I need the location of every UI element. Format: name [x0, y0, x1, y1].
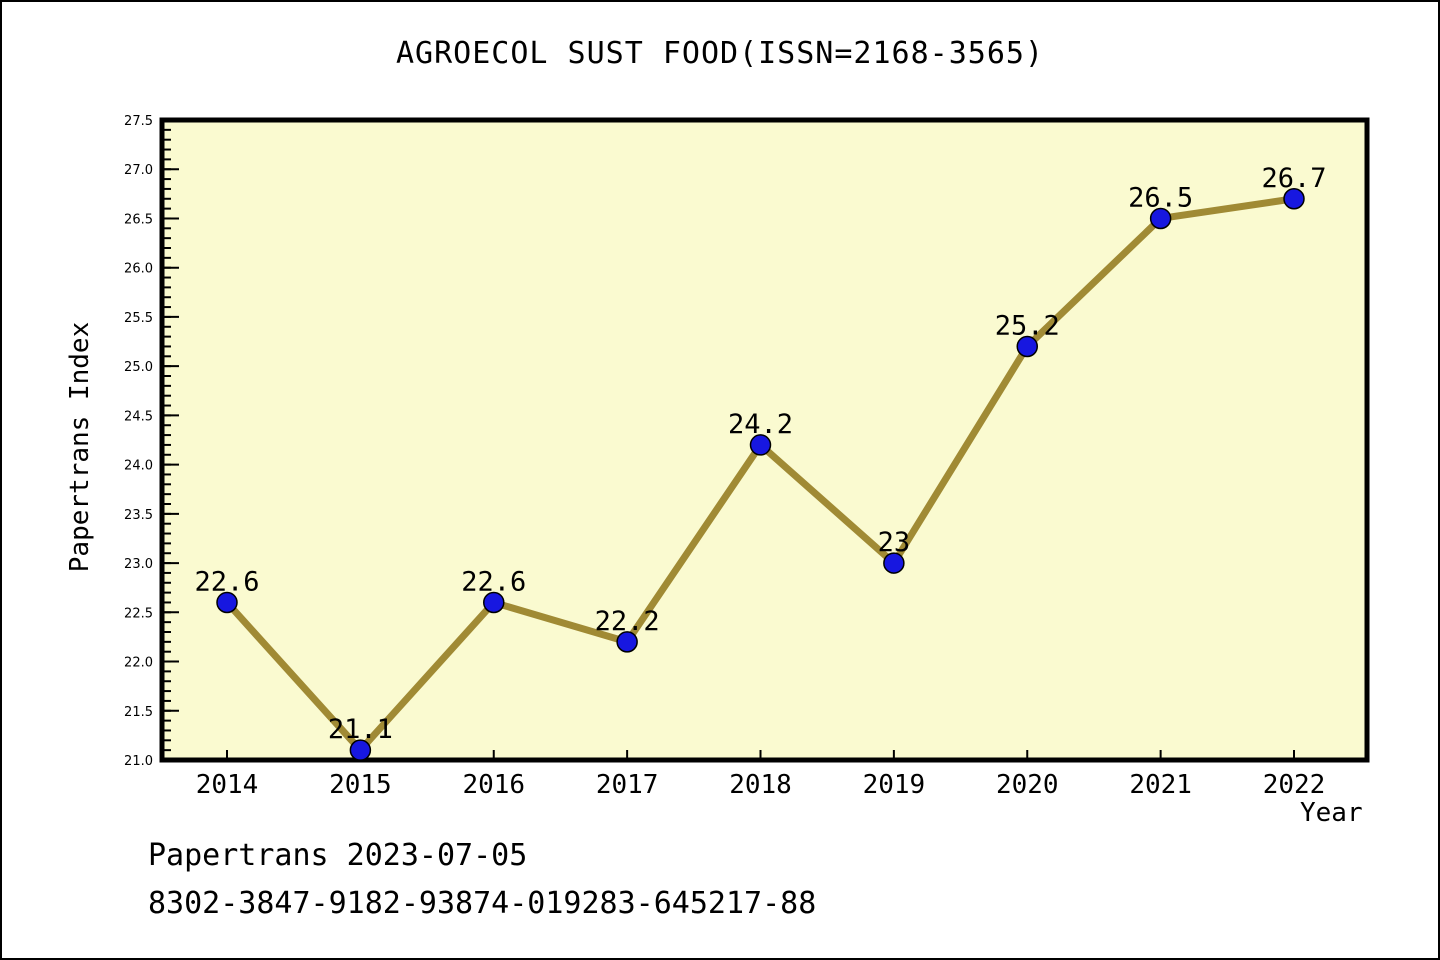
y-tick-label: 23.5 [124, 508, 153, 523]
data-point-marker [349, 739, 372, 761]
data-point-labels: 22.6 21.1 22.6 22.2 24.2 23 25.2 26.5 26.7 [194, 163, 1326, 745]
data-point-label: 25.2 [995, 310, 1060, 341]
y-tick-label: 25.5 [124, 311, 153, 326]
y-axis-tick-labels: 21.0 21.5 22.0 22.5 23.0 23.5 24.0 24.5 25.0 25.5… [124, 114, 153, 769]
y-axis-label: Papertrans Index [65, 321, 95, 573]
y-tick-label: 25.0 [124, 360, 153, 375]
data-point-label: 22.6 [461, 566, 526, 597]
y-tick-label: 21.0 [124, 754, 153, 769]
x-tick-label: 2022 [1263, 770, 1326, 800]
y-tick-label: 22.0 [124, 656, 153, 671]
data-point-marker [216, 591, 238, 614]
y-tick-label: 26.0 [124, 262, 153, 277]
x-tick-label: 2020 [996, 770, 1059, 800]
x-tick-label: 2019 [863, 770, 926, 800]
data-point-label: 22.6 [194, 566, 259, 597]
data-point-marker [616, 631, 638, 653]
plot-frame [159, 117, 1370, 763]
data-point-marker [1016, 335, 1038, 358]
x-tick-label: 2018 [729, 770, 792, 800]
chart-title: AGROECOL SUST FOOD(ISSN=2168-3565) [395, 36, 1045, 71]
data-point-label: 24.2 [728, 409, 793, 440]
data-point-marker [749, 434, 772, 456]
y-tick-label: 22.5 [124, 606, 153, 621]
data-point-marker [1283, 188, 1305, 210]
data-point-label: 23 [878, 527, 911, 558]
x-axis-label: Year [1300, 798, 1363, 828]
footer-id-code: 8302-3847-9182-93874-019283-645217-88 [148, 886, 817, 921]
data-point-marker [483, 591, 505, 614]
data-point-marker [1149, 207, 1172, 230]
x-tick-label: 2017 [596, 770, 659, 800]
x-axis-tick-labels: 2014 2015 2016 2017 2018 2019 2020 2021 2022 [196, 770, 1326, 800]
data-point-label: 26.5 [1128, 182, 1193, 213]
y-tick-label: 24.0 [124, 459, 153, 474]
x-tick-label: 2015 [329, 770, 392, 800]
data-point-markers [216, 188, 1305, 761]
data-point-label: 22.2 [595, 606, 660, 637]
y-tick-label: 27.0 [124, 163, 153, 178]
footer-source-date: Papertrans 2023-07-05 [148, 838, 528, 873]
y-tick-label: 23.0 [124, 557, 153, 572]
data-point-label: 21.1 [328, 714, 393, 745]
x-tick-label: 2016 [462, 770, 525, 800]
data-point-label: 26.7 [1261, 163, 1326, 194]
x-tick-label: 2014 [196, 770, 259, 800]
y-tick-label: 26.5 [124, 212, 153, 227]
y-tick-label: 24.5 [124, 409, 153, 424]
y-tick-label: 27.5 [124, 114, 153, 129]
x-tick-label: 2021 [1129, 770, 1192, 800]
data-point-marker [883, 552, 905, 574]
y-tick-label: 21.5 [124, 705, 153, 720]
